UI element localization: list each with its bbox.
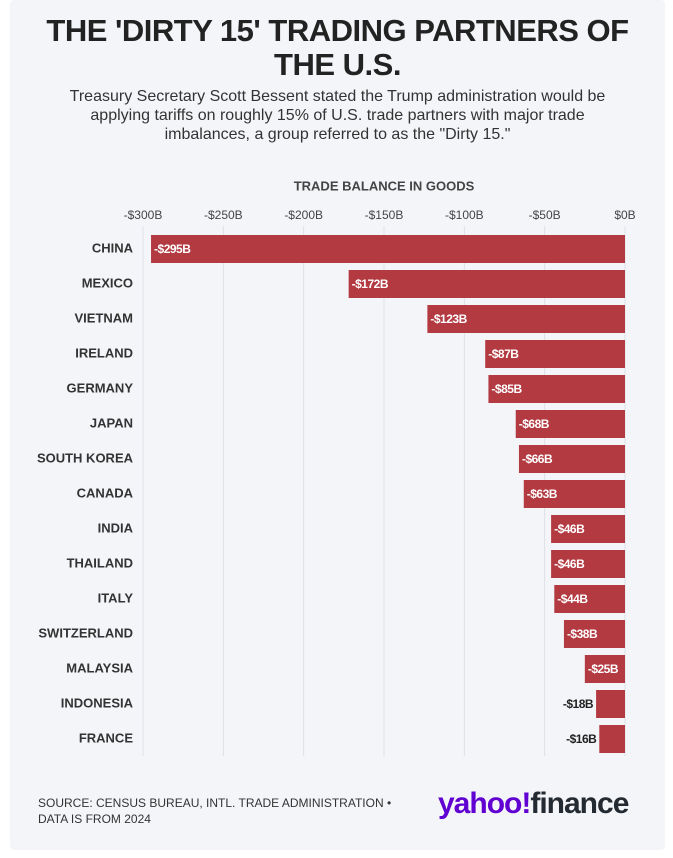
x-tick-label: -$50B <box>529 208 561 222</box>
value-label: -$63B <box>527 487 558 501</box>
value-label: -$18B <box>563 697 594 711</box>
value-label: -$85B <box>491 382 522 396</box>
value-label: -$66B <box>522 452 553 466</box>
y-tick-label: INDIA <box>98 520 134 535</box>
value-label: -$172B <box>352 277 389 291</box>
value-label: -$46B <box>554 522 585 536</box>
y-tick-label: INDONESIA <box>61 695 134 710</box>
bar <box>485 340 625 368</box>
logo-brand: yahoo! <box>438 787 531 820</box>
y-tick-label: ITALY <box>98 590 134 605</box>
bar <box>151 235 626 263</box>
x-tick-label: -$100B <box>445 208 484 222</box>
y-tick-label: SWITZERLAND <box>38 625 133 640</box>
x-tick-label: -$250B <box>204 208 243 222</box>
x-tick-label: $0B <box>614 208 635 222</box>
y-tick-label: MEXICO <box>82 275 133 290</box>
x-axis-title: TRADE BALANCE IN GOODS <box>294 178 475 193</box>
y-tick-label: JAPAN <box>90 415 133 430</box>
bar <box>515 410 625 438</box>
chart-subtitle: Treasury Secretary Scott Bessent stated … <box>69 88 606 143</box>
bar <box>488 375 625 403</box>
y-tick-label: VIETNAM <box>75 310 134 325</box>
source-note: SOURCE: CENSUS BUREAU, INTL. TRADE ADMIN… <box>38 796 392 826</box>
bar <box>551 550 625 578</box>
logo: yahoo!finance <box>438 787 629 821</box>
bar <box>551 515 625 543</box>
x-tick-label: -$150B <box>365 208 404 222</box>
bar <box>563 620 625 648</box>
value-label: -$38B <box>567 627 598 641</box>
logo-product: finance <box>530 787 629 820</box>
value-label: -$44B <box>557 592 588 606</box>
bar <box>348 270 625 298</box>
value-label: -$46B <box>554 557 585 571</box>
y-tick-label: FRANCE <box>79 730 133 745</box>
value-label: -$87B <box>488 347 519 361</box>
y-tick-label: GERMANY <box>67 380 134 395</box>
bar <box>596 690 625 718</box>
value-label: -$295B <box>154 242 191 256</box>
bar <box>518 445 625 473</box>
value-label: -$123B <box>430 312 467 326</box>
bar <box>599 725 625 753</box>
y-tick-label: THAILAND <box>67 555 133 570</box>
y-tick-label: SOUTH KOREA <box>37 450 134 465</box>
value-label: -$25B <box>588 662 619 676</box>
y-tick-label: CHINA <box>92 240 134 255</box>
value-label: -$68B <box>519 417 550 431</box>
y-tick-label: MALAYSIA <box>66 660 133 675</box>
y-tick-label: IRELAND <box>75 345 133 360</box>
bar <box>523 480 625 508</box>
x-tick-label: -$200B <box>284 208 323 222</box>
x-tick-label: -$300B <box>124 208 163 222</box>
bar <box>584 655 625 683</box>
bar <box>427 305 625 333</box>
chart-title: THE 'DIRTY 15' TRADING PARTNERS OF THE U… <box>46 13 629 82</box>
bar <box>554 585 625 613</box>
y-tick-label: CANADA <box>77 485 134 500</box>
value-label: -$16B <box>566 732 597 746</box>
